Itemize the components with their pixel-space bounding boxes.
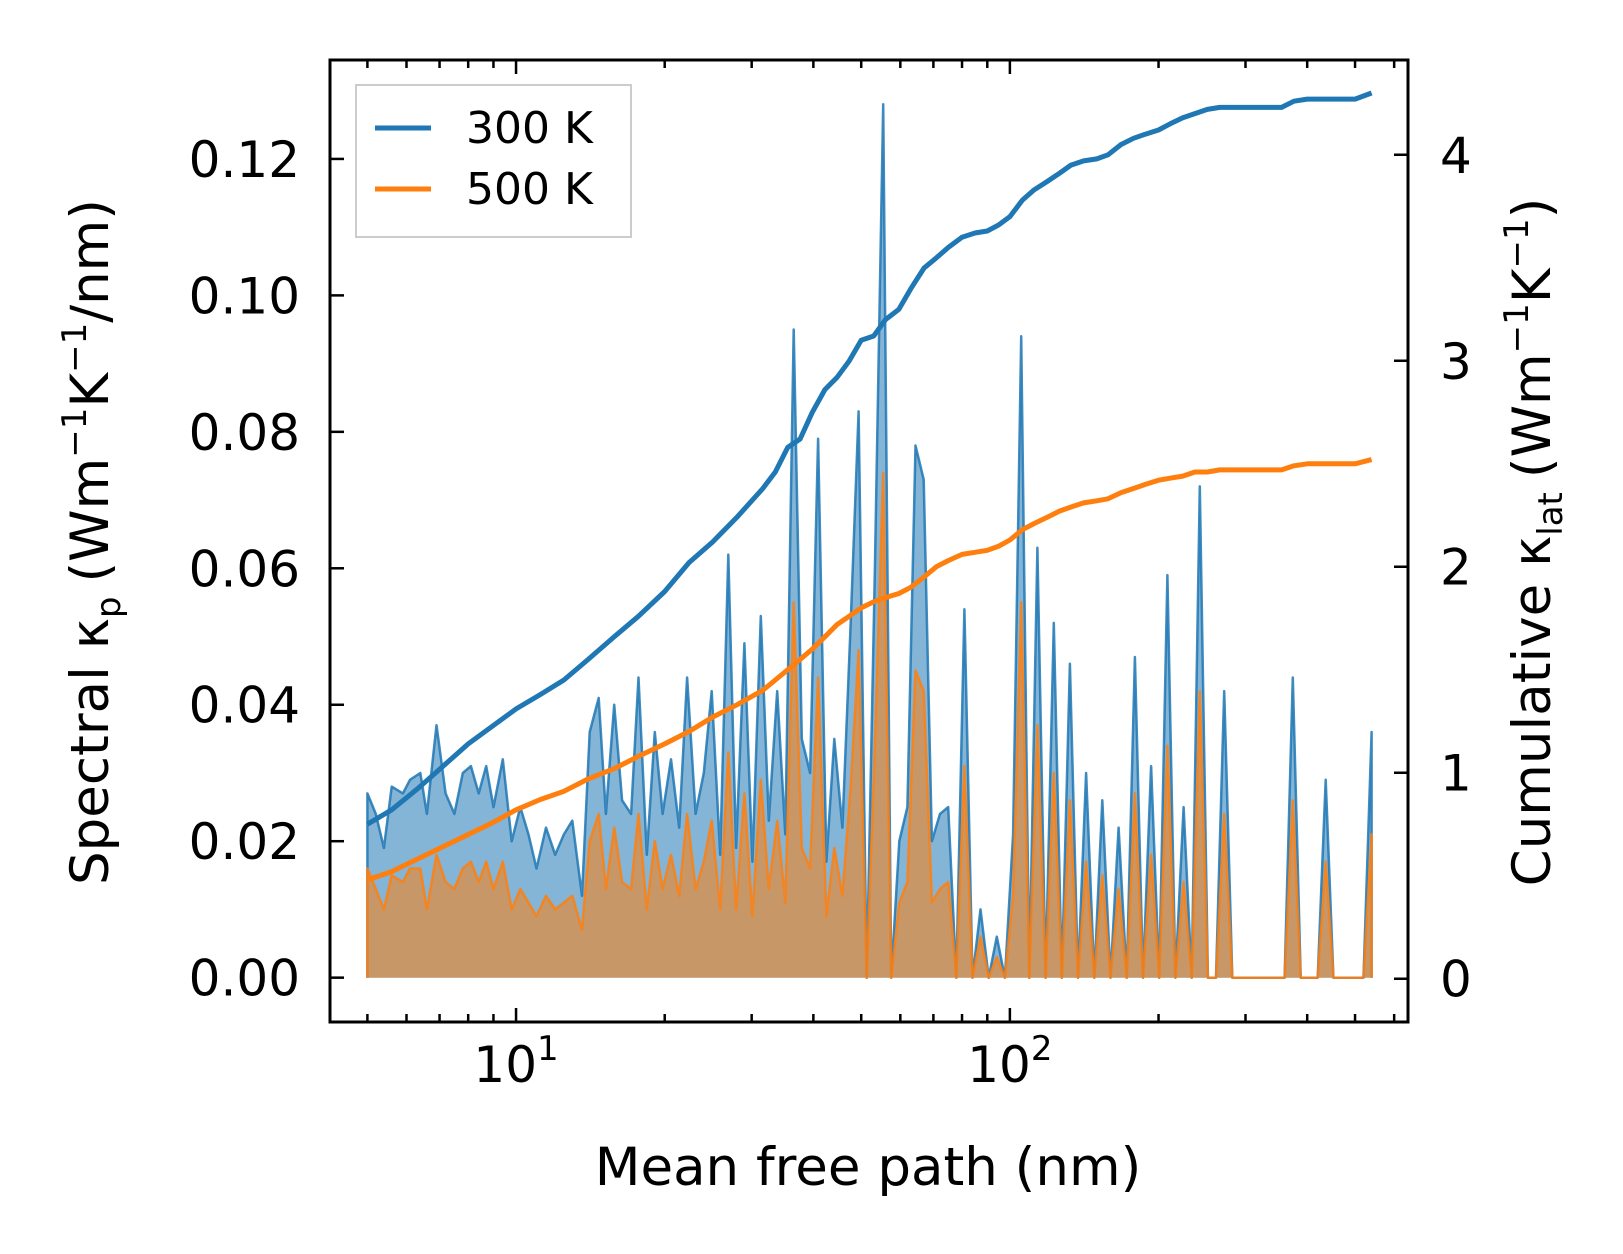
y-right-tick-label: 4 [1440, 127, 1472, 185]
y-right-main: Cumulative κ [1502, 536, 1563, 887]
y-right-tail: ) [1502, 198, 1563, 219]
legend-box [355, 84, 632, 238]
spectral-500k-outline [366, 471, 1373, 979]
y-right-tick-label: 1 [1440, 745, 1472, 803]
y-left-tail: /nm) [60, 199, 121, 323]
plot-area [366, 90, 1373, 979]
y-left-exp1: −1 [55, 408, 95, 458]
y-axis-right-title: Cumulative κlat(Wm−1K−1) [1497, 198, 1571, 887]
y-left-tick-label: 0.10 [189, 267, 300, 325]
x-tick-base: 10 [967, 1036, 1031, 1094]
plot-frame [328, 58, 1410, 1024]
y-left-k: K [60, 372, 121, 408]
y-left-sub: p [89, 597, 129, 619]
y-right-sub: lat [1531, 492, 1571, 536]
y-axis-left-title: Spectral κp(Wm−1K−1/nm) [55, 199, 129, 885]
cumulative-line-500k [366, 457, 1373, 883]
x-tick-exp: 1 [537, 1029, 559, 1069]
y-right-tick-label: 3 [1440, 333, 1472, 391]
y-left-tick-label: 0.00 [189, 950, 300, 1008]
x-tick-label: 101 [473, 1029, 558, 1094]
x-tick-base: 10 [473, 1036, 537, 1094]
y-left-tick-label: 0.08 [189, 404, 300, 462]
legend-label-300k: 300 K [466, 103, 594, 154]
y-left-exp2: −1 [55, 323, 95, 373]
x-tick-label: 102 [967, 1029, 1052, 1094]
y-right-exp1: −1 [1497, 303, 1537, 353]
y-right-tick-label: 0 [1440, 951, 1472, 1009]
cumulative-line-300k [366, 90, 1373, 827]
y-right-exp2: −1 [1497, 218, 1537, 268]
legend-label-500k: 500 K [466, 164, 594, 215]
y-left-tick-label: 0.04 [189, 677, 300, 735]
y-right-k: K [1502, 267, 1563, 303]
legend: 300 K 500 K [355, 84, 632, 238]
y-left-unit: (Wm [60, 458, 121, 583]
y-left-tick-label: 0.06 [189, 540, 300, 598]
y-right-tick-label: 2 [1440, 539, 1472, 597]
x-tick-exp: 2 [1031, 1029, 1053, 1069]
spectral-300k-outline [366, 103, 1373, 979]
y-right-unit: (Wm [1502, 353, 1563, 478]
y-left-main: Spectral κ [60, 618, 121, 885]
spectral-500k-fill [367, 472, 1372, 978]
y-left-tick-label: 0.12 [189, 131, 300, 189]
y-left-tick-label: 0.02 [189, 813, 300, 871]
x-axis-title: Mean free path (nm) [595, 1137, 1142, 1198]
